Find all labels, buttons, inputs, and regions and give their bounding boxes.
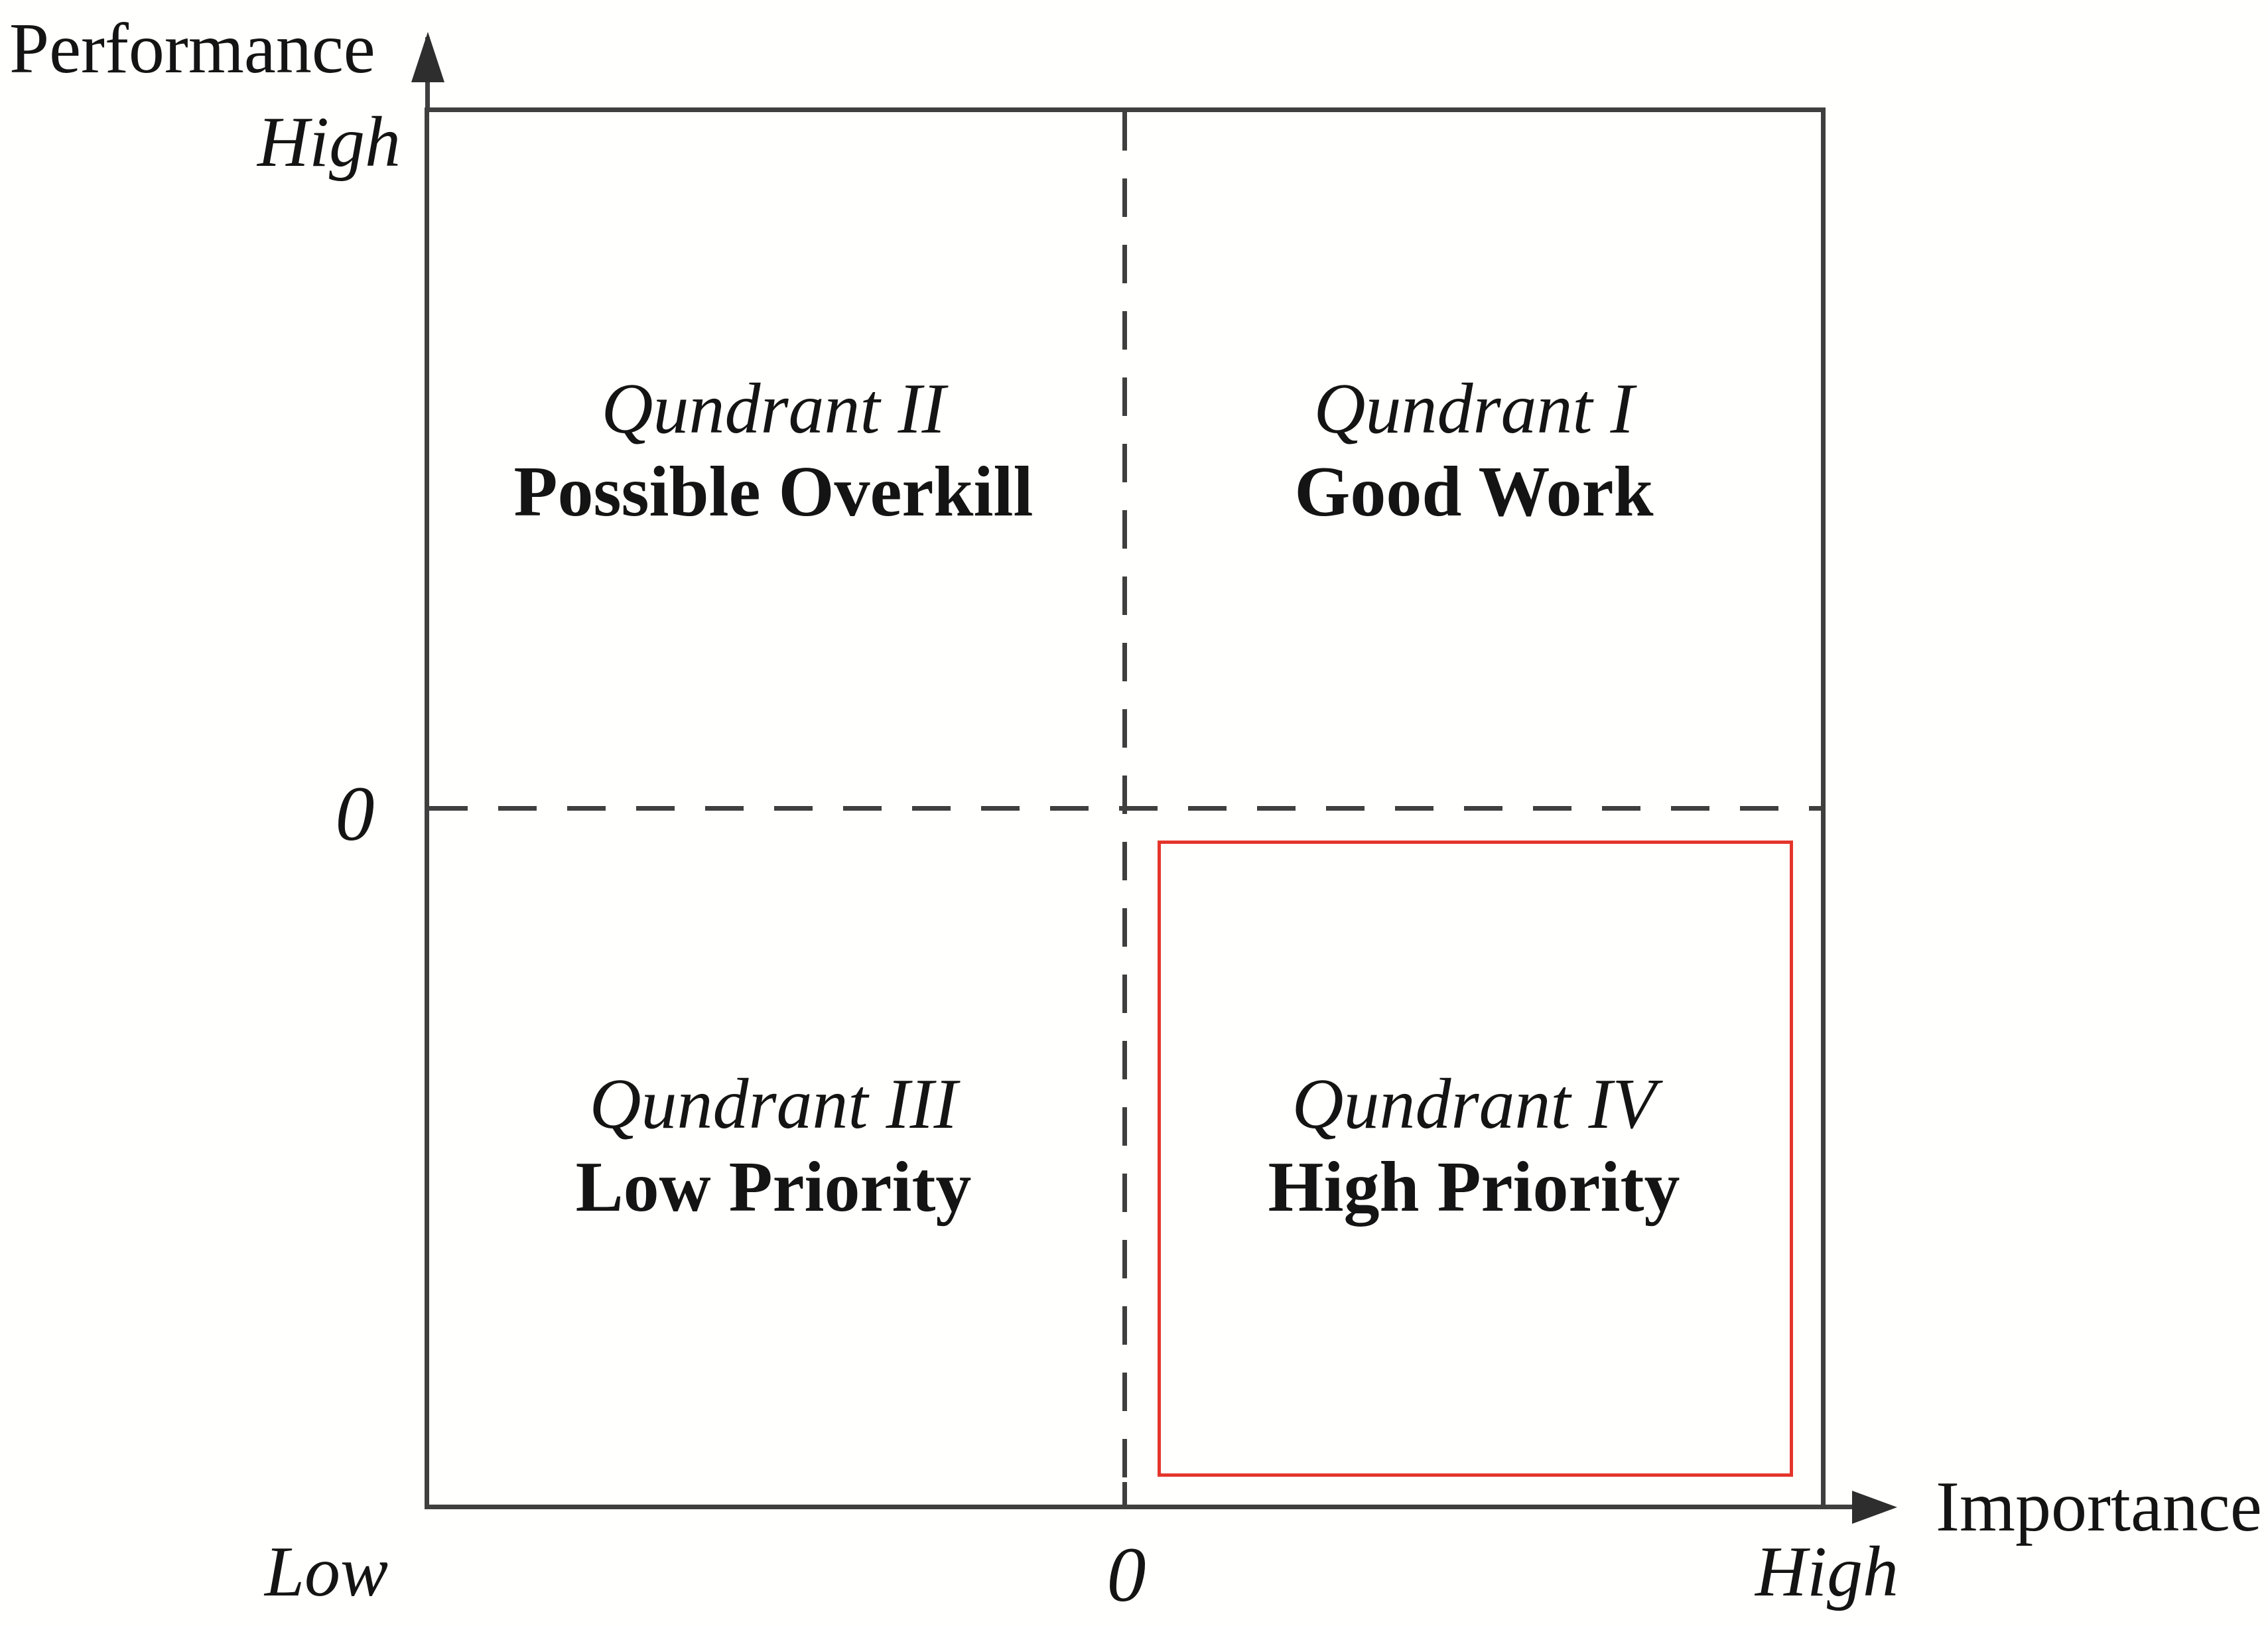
quadrant-iii-name: Qundrant III [589,1065,958,1144]
quadrant-ii-name: Qundrant II [601,370,946,448]
plot-frame [425,107,1826,1509]
quadrant-iii-block: Qundrant III Low Priority [425,1063,1122,1229]
quadrant-ii-block: Qundrant II Possible Overkill [425,368,1122,534]
y-axis-arrow-icon [411,32,444,82]
x-axis-arrow-icon [1852,1491,1897,1524]
x-axis-line [1826,1505,1857,1509]
quadrant-iv-name: Qundrant IV [1292,1065,1656,1144]
quadrant-i-name: Qundrant I [1313,370,1634,448]
x-axis-low-label: Low [264,1532,389,1611]
y-axis-high-label: High [257,103,401,182]
quadrant-i-block: Qundrant I Good Work [1122,368,1826,534]
y-axis-origin-label: 0 [335,770,375,857]
quadrant-iii-label: Low Priority [575,1148,972,1227]
x-axis-origin-label: 0 [1106,1531,1146,1618]
horizontal-dashed-divider [429,806,1821,811]
quadrant-i-label: Good Work [1294,452,1654,532]
quadrant-iv-label: High Priority [1268,1148,1680,1227]
bottom-axis-tick [1122,1482,1127,1505]
y-axis-title: Performance [9,9,375,88]
quadrant-iv-block: Qundrant IV High Priority [1122,1063,1826,1229]
x-axis-high-label: High [1755,1532,1899,1611]
x-axis-title: Importance [1936,1467,2262,1546]
quadrant-ii-label: Possible Overkill [513,452,1034,532]
quadrant-iv-highlight-rectangle [1158,841,1793,1477]
